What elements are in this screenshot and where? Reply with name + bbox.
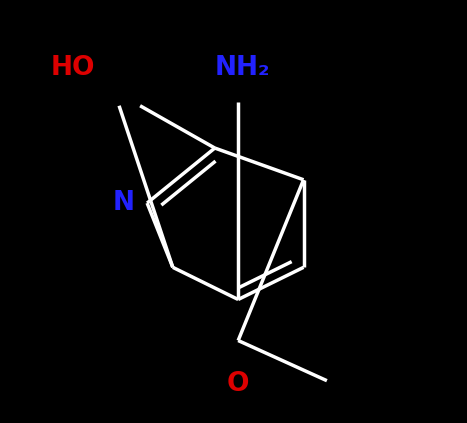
Text: O: O [227,371,249,397]
Text: NH₂: NH₂ [215,55,270,81]
Text: N: N [113,190,135,216]
Text: HO: HO [50,55,95,81]
